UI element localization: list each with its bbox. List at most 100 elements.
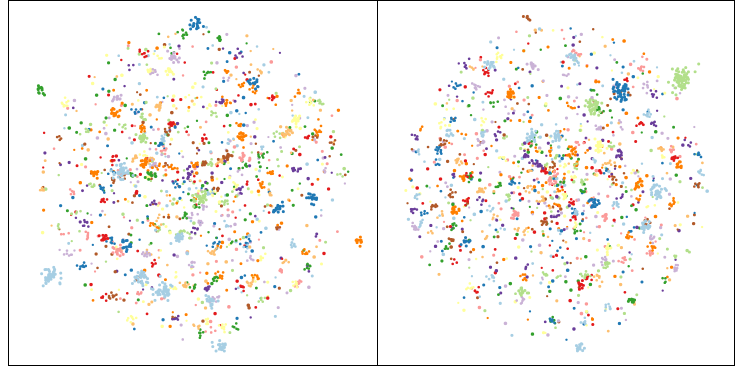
scatter-point-953 <box>214 163 218 166</box>
scatter-point-331 <box>166 35 170 39</box>
scatter-point-1629 <box>456 129 459 133</box>
scatter-panel-left <box>8 0 378 366</box>
scatter-point-90 <box>636 116 640 120</box>
scatter-point-882 <box>255 274 259 277</box>
scatter-point-1611 <box>159 223 163 226</box>
scatter-point-2214 <box>169 57 173 61</box>
scatter-point-1250 <box>617 259 620 263</box>
scatter-point-823 <box>450 80 453 83</box>
scatter-point-178 <box>194 303 197 307</box>
scatter-point-497 <box>278 174 281 177</box>
scatter-point-1800 <box>166 288 170 292</box>
scatter-point-79 <box>90 288 93 291</box>
scatter-point-1813 <box>682 73 686 77</box>
scatter-point-1613 <box>155 219 158 223</box>
scatter-point-1157 <box>69 253 73 256</box>
scatter-point-1642 <box>491 276 494 279</box>
scatter-point-41 <box>248 245 252 249</box>
scatter-point-818 <box>111 158 114 162</box>
scatter-point-1547 <box>502 157 505 160</box>
scatter-point-898 <box>69 192 73 196</box>
scatter-point-412 <box>661 289 664 292</box>
scatter-point-2246 <box>675 165 679 169</box>
scatter-point-567 <box>476 296 479 300</box>
scatter-point-30 <box>678 223 682 227</box>
scatter-point-650 <box>267 211 271 214</box>
scatter-point-551 <box>266 280 270 284</box>
scatter-point-777 <box>555 195 559 199</box>
scatter-point-2223 <box>118 97 122 101</box>
scatter-point-908 <box>204 160 207 163</box>
scatter-point-2228 <box>112 95 116 99</box>
scatter-point-712 <box>162 45 166 49</box>
scatter-point-1603 <box>600 260 603 264</box>
scatter-point-1257 <box>459 83 462 87</box>
scatter-point-844 <box>649 89 653 92</box>
scatter-point-1691 <box>122 123 126 127</box>
scatter-point-638 <box>130 124 134 128</box>
scatter-point-402 <box>126 46 130 50</box>
scatter-point-2133 <box>142 137 146 141</box>
scatter-point-2123 <box>581 283 585 287</box>
scatter-point-160 <box>169 137 174 141</box>
scatter-point-697 <box>613 164 617 168</box>
scatter-point-1209 <box>251 278 255 281</box>
scatter-point-1232 <box>672 155 675 159</box>
scatter-point-222 <box>689 176 693 181</box>
scatter-point-527 <box>212 224 216 228</box>
scatter-point-1703 <box>216 36 219 40</box>
scatter-point-2171 <box>101 238 105 242</box>
scatter-point-1340 <box>561 188 564 192</box>
scatter-point-1219 <box>649 254 652 257</box>
scatter-point-325 <box>620 71 624 75</box>
scatter-point-462 <box>316 158 320 162</box>
scatter-point-2114 <box>192 197 196 201</box>
scatter-point-248 <box>128 136 131 140</box>
scatter-point-895 <box>557 204 561 208</box>
scatter-point-901 <box>72 192 76 196</box>
scatter-point-37 <box>264 226 268 231</box>
scatter-point-1426 <box>204 330 207 333</box>
scatter-point-2259 <box>171 72 175 76</box>
scatter-point-26 <box>315 245 318 249</box>
scatter-point-2253 <box>294 117 298 121</box>
scatter-point-1931 <box>658 194 662 198</box>
scatter-point-1093 <box>308 99 312 103</box>
scatter-point-1060 <box>266 150 269 154</box>
scatter-point-421 <box>618 282 623 287</box>
scatter-point-1218 <box>86 128 90 132</box>
scatter-point-739 <box>291 114 294 117</box>
scatter-point-79 <box>406 202 409 205</box>
scatter-point-751 <box>510 206 513 210</box>
scatter-point-703 <box>66 106 70 110</box>
scatter-point-1379 <box>210 110 213 113</box>
scatter-point-1594 <box>260 72 263 75</box>
scatter-point-71 <box>298 152 302 157</box>
scatter-point-1388 <box>411 211 415 215</box>
scatter-point-2220 <box>177 56 181 60</box>
scatter-point-1292 <box>558 164 562 168</box>
scatter-point-141 <box>257 74 261 77</box>
scatter-point-458 <box>135 189 139 194</box>
scatter-point-46 <box>93 75 96 79</box>
scatter-point-106 <box>537 27 542 31</box>
scatter-point-1443 <box>628 235 631 238</box>
scatter-point-728 <box>624 111 629 116</box>
scatter-point-709 <box>306 116 310 120</box>
scatter-point-299 <box>497 125 501 129</box>
scatter-point-33 <box>135 167 139 171</box>
scatter-point-113 <box>492 253 496 257</box>
scatter-point-1550 <box>532 162 535 165</box>
scatter-point-1713 <box>213 253 216 256</box>
scatter-point-1004 <box>275 227 279 231</box>
scatter-point-741 <box>541 79 545 83</box>
scatter-point-1374 <box>207 287 210 291</box>
scatter-point-1610 <box>156 216 160 220</box>
scatter-point-490 <box>265 296 270 300</box>
scatter-point-302 <box>102 126 106 130</box>
scatter-point-118 <box>542 211 547 215</box>
scatter-point-1387 <box>139 126 142 130</box>
scatter-point-1555 <box>156 73 159 77</box>
scatter-point-1238 <box>620 157 623 161</box>
scatter-point-1359 <box>469 172 472 175</box>
